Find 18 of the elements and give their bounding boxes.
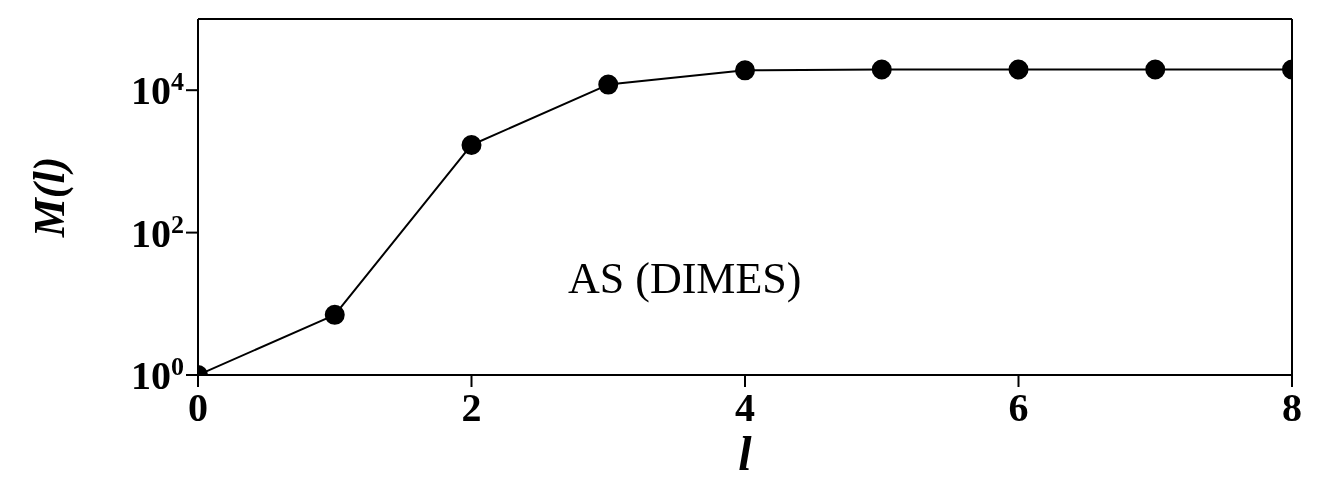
point — [461, 134, 482, 155]
point — [1145, 59, 1166, 80]
x-axis-title: l — [738, 427, 753, 480]
y-tick-label: 10$^{4}$ — [131, 66, 184, 114]
point — [1008, 59, 1029, 80]
x-tick-label: 0 — [188, 385, 208, 430]
point — [598, 74, 619, 95]
x-tick-label: 4 — [735, 385, 755, 430]
annotation: AS (DIMES) — [568, 253, 802, 304]
y-axis-title: M(l) — [24, 156, 74, 239]
x-tick-label: 2 — [461, 385, 482, 430]
point — [871, 59, 892, 80]
point — [324, 304, 345, 325]
y-tick-label: 10$^{0}$ — [131, 351, 184, 398]
x-tick-label: 8 — [1282, 385, 1302, 430]
x-tick-label: 6 — [1008, 385, 1029, 430]
y-tick-label: 10$^{2}$ — [131, 209, 184, 256]
point — [735, 60, 755, 81]
